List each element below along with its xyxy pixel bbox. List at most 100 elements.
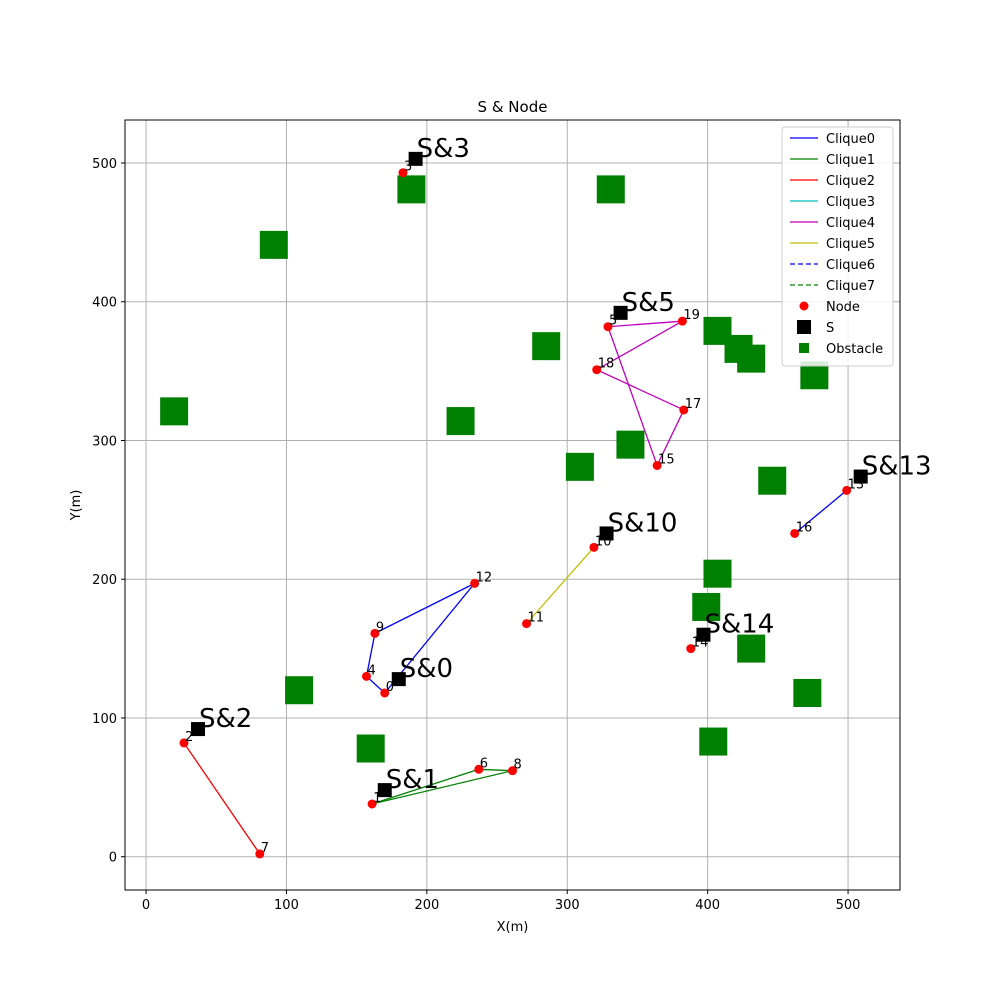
grid	[125, 120, 900, 890]
obstacle-marker	[703, 559, 732, 588]
legend-label: Clique3	[826, 195, 875, 210]
node-label: 15	[658, 452, 675, 467]
obstacle-marker	[160, 397, 189, 426]
s-marker	[613, 305, 628, 320]
s-marker	[377, 783, 392, 798]
legend: Clique0 Clique1 Clique2 Clique3 Clique4 Cliqu…	[781, 126, 894, 367]
clique4-edge	[656, 409, 685, 466]
legend-label: Clique2	[826, 174, 875, 189]
s-marker	[408, 151, 423, 166]
node-label: 4	[367, 663, 375, 678]
obstacle-marker	[397, 175, 426, 204]
clique-edges	[183, 320, 848, 855]
node-label: 14	[692, 636, 709, 651]
x-tick-label: 500	[836, 898, 861, 913]
obstacle-marker	[259, 230, 288, 259]
obstacle-marker	[737, 634, 766, 663]
obstacles	[160, 175, 829, 763]
node-marker	[679, 405, 689, 415]
clique1-edge	[371, 770, 513, 805]
node-marker	[522, 619, 532, 629]
legend-label: Clique4	[826, 216, 875, 231]
node-label: 17	[685, 397, 702, 412]
clique0-edge	[365, 633, 376, 677]
clique2-edge	[183, 742, 261, 855]
s-points	[191, 151, 868, 798]
obstacle-marker	[793, 678, 822, 707]
y-axis-label: Y(m)	[69, 490, 84, 522]
node-marker	[370, 628, 380, 638]
s-label: S&5	[622, 288, 675, 318]
clique0-edge	[794, 489, 848, 534]
legend-label: Clique6	[826, 258, 875, 273]
obstacle-marker	[737, 344, 766, 373]
legend-box	[781, 126, 894, 367]
legend-label: Clique1	[826, 153, 875, 168]
node-label: 16	[796, 520, 813, 535]
legend-label: Obstacle	[826, 342, 883, 357]
s-label: S&10	[608, 508, 678, 538]
node-marker	[603, 322, 613, 332]
node-marker	[652, 460, 662, 470]
obstacle-marker	[285, 676, 314, 705]
clique1-edge	[371, 768, 480, 805]
s-marker	[599, 526, 614, 541]
node-marker	[686, 644, 696, 654]
nodes	[179, 168, 852, 859]
node-marker	[592, 365, 602, 375]
node-marker	[255, 849, 265, 859]
obstacle-marker	[446, 407, 475, 436]
s-label: S&14	[704, 610, 774, 640]
s-marker	[853, 469, 868, 484]
legend-label: Clique0	[826, 132, 875, 147]
node-marker	[474, 764, 484, 774]
y-tick-label: 0	[109, 851, 117, 866]
x-tick-label: 200	[414, 898, 439, 913]
node-marker	[367, 799, 377, 809]
legend-label: Node	[826, 300, 860, 315]
clique4-edge	[596, 369, 685, 411]
node-label: 18	[598, 357, 615, 372]
chart-title: S & Node	[478, 98, 548, 116]
obstacle-marker	[565, 452, 594, 481]
y-tick-label: 400	[92, 296, 117, 311]
legend-swatch	[799, 301, 809, 311]
x-tick-label: 0	[142, 898, 150, 913]
node-label: 5	[609, 314, 617, 329]
obstacle-marker	[596, 175, 625, 204]
y-tick-label: 500	[92, 157, 117, 172]
node-marker	[790, 528, 800, 538]
node-label: 7	[261, 841, 269, 856]
node-marker	[361, 671, 371, 681]
legend-label: Clique7	[826, 279, 875, 294]
y-tick-label: 300	[92, 434, 117, 449]
s-label: S&2	[199, 704, 252, 734]
node-marker	[179, 738, 189, 748]
node-label: 0	[386, 680, 394, 695]
s-label: S&3	[417, 134, 470, 164]
s-label: S&1	[386, 765, 439, 795]
node-marker	[398, 168, 408, 178]
s-marker	[391, 672, 406, 687]
clique0-edge	[374, 582, 475, 634]
x-tick-label: 100	[274, 898, 299, 913]
node-label: 3	[404, 160, 412, 175]
obstacle-marker	[616, 430, 645, 459]
node-label: 10	[595, 534, 612, 549]
clique4-edge	[607, 326, 658, 466]
node-label: 13	[848, 477, 865, 492]
y-tick-label: 200	[92, 573, 117, 588]
node-label: 9	[376, 620, 384, 635]
clique1-edge	[478, 768, 513, 772]
node-label: 11	[528, 611, 545, 626]
s-marker	[696, 627, 711, 642]
clique4-edge	[596, 320, 683, 371]
obstacle-marker	[532, 332, 561, 361]
legend-label: Clique5	[826, 237, 875, 252]
node-marker	[470, 578, 480, 588]
node-label: 2	[185, 730, 193, 745]
node-label: 8	[514, 758, 522, 773]
